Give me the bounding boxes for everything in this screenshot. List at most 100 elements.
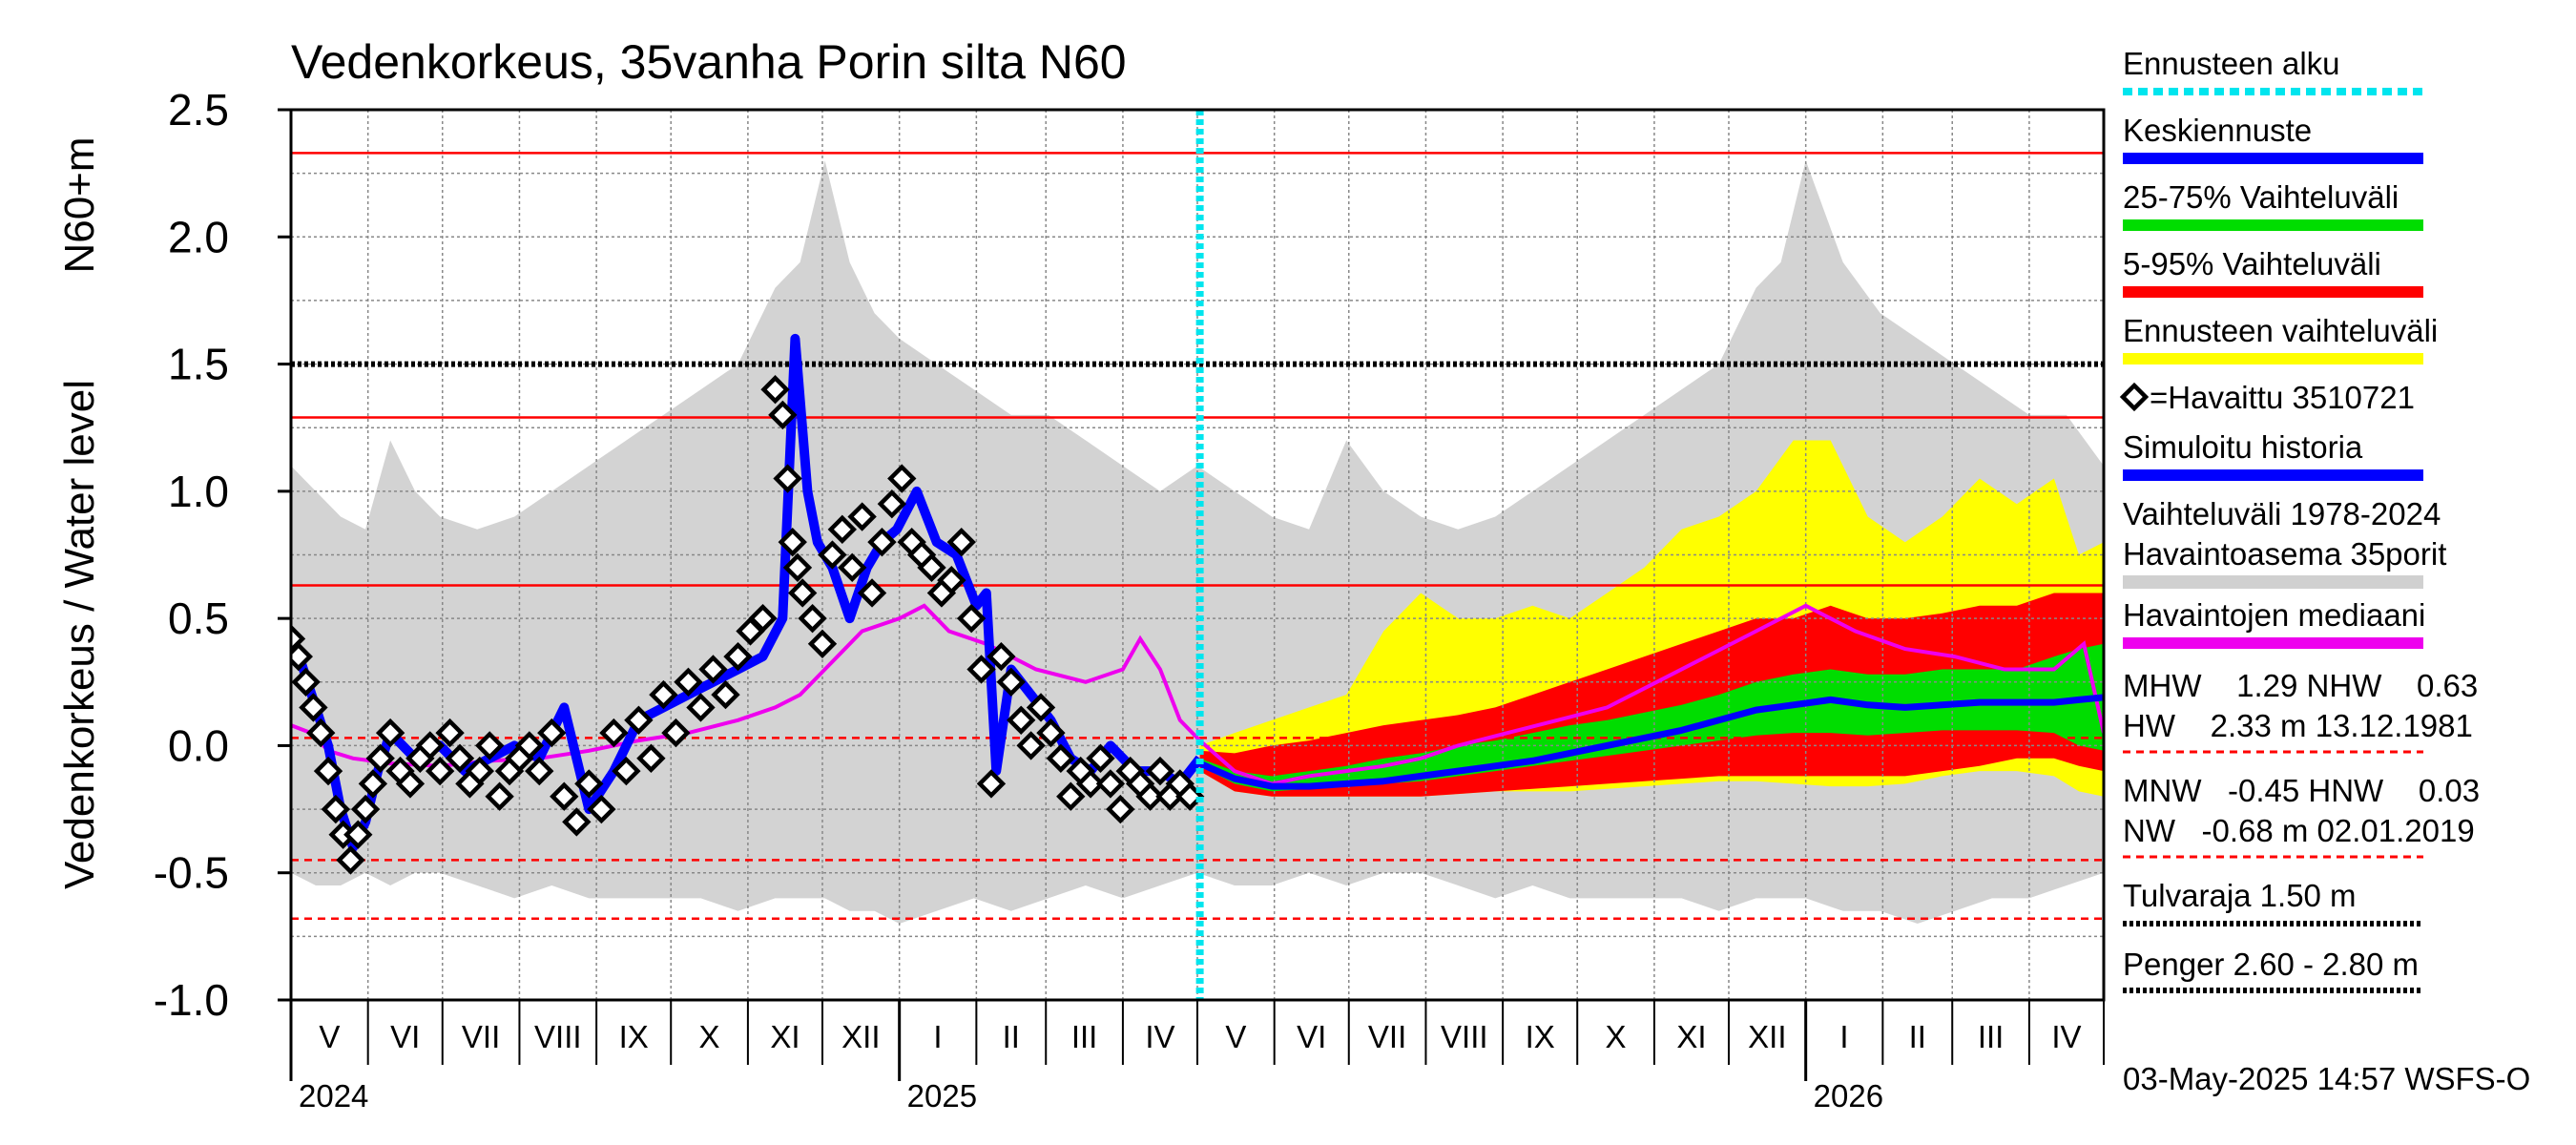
observed-point xyxy=(807,629,838,658)
observed-point xyxy=(917,552,946,583)
observed-point xyxy=(562,807,592,837)
x-year-label: 2024 xyxy=(299,1078,368,1114)
observed-point xyxy=(636,743,666,773)
observed-point xyxy=(996,667,1026,697)
observed-point xyxy=(773,464,802,493)
observed-point xyxy=(358,769,388,799)
observed-point xyxy=(827,514,857,545)
y-tick-label: 1.5 xyxy=(168,340,229,389)
observed-point xyxy=(661,718,691,748)
forecast-median-line xyxy=(1198,694,2104,790)
observed-point xyxy=(847,502,877,531)
threshold-penger: Penger 2.60 - 2.80 m xyxy=(2123,947,2419,982)
legend: Ennusteen alku Keskiennuste 25-75% Vaihtel… xyxy=(2119,46,2480,993)
legend-label: 5-95% Vaihteluväli xyxy=(2123,246,2381,281)
stat-line-1: MHW 1.29 NHW 0.63 xyxy=(2123,668,2478,703)
band-25-75 xyxy=(1199,643,2104,792)
observed-point xyxy=(336,845,365,875)
x-year-label: 2025 xyxy=(907,1078,977,1114)
observed-point xyxy=(768,400,798,430)
observed-point xyxy=(465,756,494,786)
observed-point xyxy=(525,756,554,786)
observed-point xyxy=(485,781,514,811)
observed-point xyxy=(987,641,1016,672)
observed-point xyxy=(350,794,381,824)
observed-point xyxy=(966,655,996,684)
x-month-label: VIII xyxy=(534,1019,582,1054)
legend-label: =Havaittu 3510721 xyxy=(2150,380,2415,415)
x-month-label: VI xyxy=(390,1019,420,1054)
observed-point xyxy=(599,718,629,748)
x-month-label: X xyxy=(699,1019,720,1054)
y-tick-label: 0.0 xyxy=(168,720,229,770)
y-axis-label-secondary: N60+m xyxy=(56,136,103,273)
observed-point xyxy=(1135,781,1165,811)
x-month-label: VII xyxy=(1368,1019,1406,1054)
legend-label: Keskiennuste xyxy=(2123,113,2312,148)
observed-point xyxy=(612,756,641,786)
stat-line-3: MNW -0.45 HNW 0.03 xyxy=(2123,773,2480,808)
observed-point xyxy=(1016,731,1046,760)
observed-point xyxy=(877,489,907,519)
plot-area xyxy=(289,108,2106,1002)
y-tick-label: 2.5 xyxy=(168,85,229,135)
observed-point xyxy=(1075,769,1106,799)
y-tick-label: 1.0 xyxy=(168,467,229,516)
x-month-label: V xyxy=(1225,1019,1246,1054)
observed-point xyxy=(887,464,917,493)
x-month-label: XI xyxy=(1676,1019,1706,1054)
observed-point xyxy=(306,718,336,748)
observed-point xyxy=(760,375,790,405)
observed-point xyxy=(1056,781,1086,811)
y-axis-label: Vedenkorkeus / Water level xyxy=(56,380,103,889)
observed-point xyxy=(291,667,321,697)
legend-label: Ennusteen vaihteluväli xyxy=(2123,313,2438,348)
y-tick-label: 2.0 xyxy=(168,212,229,261)
x-month-label: II xyxy=(1003,1019,1020,1054)
observed-point xyxy=(867,527,897,557)
observed-point xyxy=(857,578,887,608)
legend-label: Ennusteen alku xyxy=(2123,46,2340,81)
observed-point xyxy=(711,679,740,710)
observed-point xyxy=(956,603,987,634)
observed-point xyxy=(299,693,328,722)
x-month-label: V xyxy=(319,1019,340,1054)
observed-point xyxy=(425,756,455,786)
x-year-label: 2026 xyxy=(1814,1078,1883,1114)
observed-point xyxy=(291,624,306,654)
observed-point xyxy=(748,603,778,634)
x-month-label: IV xyxy=(2051,1019,2081,1054)
observed-point xyxy=(375,718,405,748)
threshold-tulvaraja: Tulvaraja 1.50 m xyxy=(2123,878,2357,913)
legend-label: Havaintoasema 35porit xyxy=(2123,536,2446,572)
observed-point xyxy=(686,693,716,722)
observed-point xyxy=(1086,743,1115,773)
y-tick-label: -0.5 xyxy=(154,848,229,898)
observed-point xyxy=(787,578,818,608)
legend-label: Vaihteluväli 1978-2024 xyxy=(2123,496,2441,531)
observed-point xyxy=(1106,794,1135,824)
observed-point xyxy=(937,565,966,595)
y-tick-label: -1.0 xyxy=(154,975,229,1025)
legend-label: Simuloitu historia xyxy=(2123,429,2363,465)
x-month-label: XI xyxy=(770,1019,800,1054)
observed-point xyxy=(1095,769,1126,799)
observed-point xyxy=(778,527,807,557)
x-month-label: IV xyxy=(1145,1019,1174,1054)
observed-point xyxy=(1145,756,1175,786)
x-month-label: XII xyxy=(1748,1019,1786,1054)
observed-point xyxy=(435,718,465,748)
observed-point xyxy=(291,641,313,672)
chart-title: Vedenkorkeus, 35vanha Porin silta N60 xyxy=(291,35,1127,89)
observed-point xyxy=(624,705,654,735)
observed-point xyxy=(1026,693,1056,722)
x-month-label: VII xyxy=(462,1019,500,1054)
observed-point xyxy=(674,667,703,697)
x-axis: V VI VII VIII IX X XI XII I II III IV V VI VII VIII IX X X… xyxy=(289,1000,2105,1114)
observed-point xyxy=(798,603,827,634)
observed-point xyxy=(723,641,753,672)
x-month-label: I xyxy=(933,1019,942,1054)
x-month-label: II xyxy=(1909,1019,1926,1054)
x-month-label: III xyxy=(1978,1019,2005,1054)
legend-observed-icon xyxy=(2119,382,2150,412)
